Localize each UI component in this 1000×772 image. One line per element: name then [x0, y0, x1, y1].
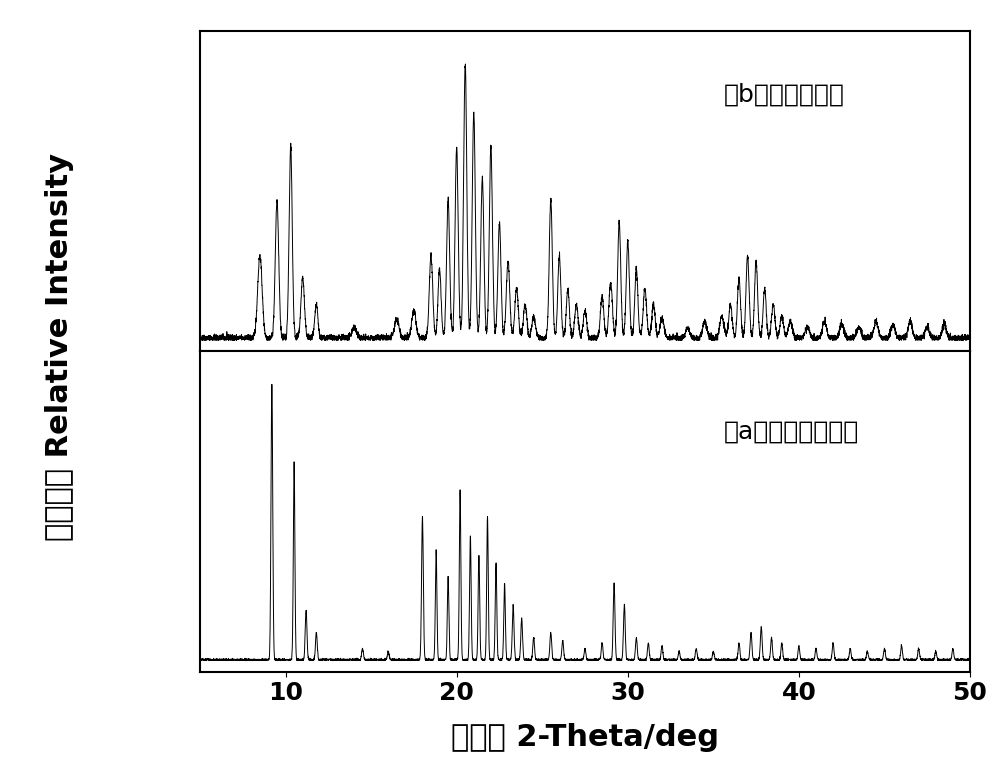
Text: （a）单晶模拟图谱: （a）单晶模拟图谱: [724, 419, 859, 443]
Text: 衍射强度 Relative Intensity: 衍射强度 Relative Intensity: [45, 154, 75, 541]
Text: 衍射角 2-Theta/deg: 衍射角 2-Theta/deg: [451, 723, 719, 752]
Text: （b）实施例图谱: （b）实施例图谱: [724, 83, 844, 107]
